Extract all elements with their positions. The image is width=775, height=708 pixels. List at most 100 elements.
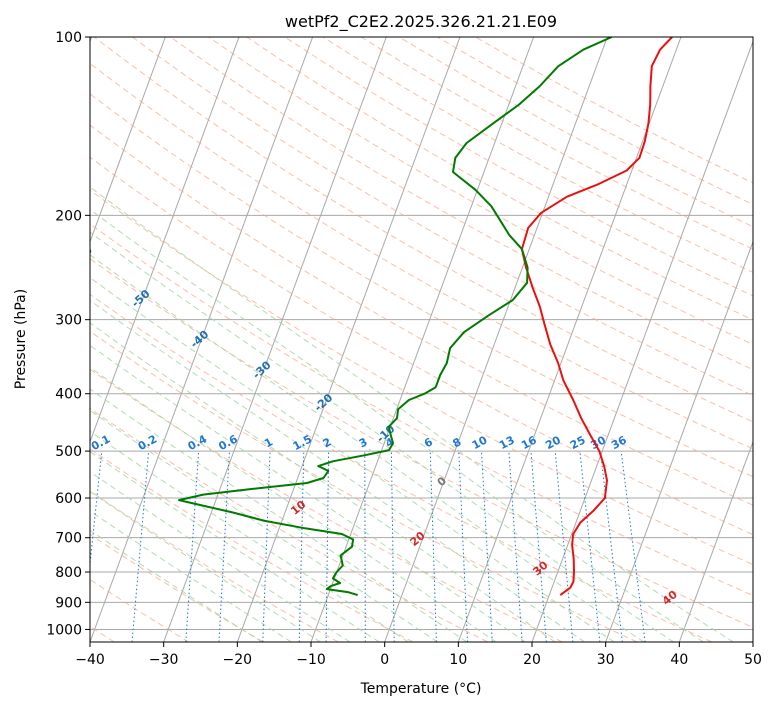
x-tick-label: −40 (75, 652, 105, 668)
mixing-ratio-line (298, 451, 305, 642)
x-tick-label: 20 (523, 652, 541, 668)
moist-adiabat-line (90, 277, 615, 642)
isotherm-line (163, 37, 387, 642)
y-tick-label: 1000 (46, 622, 82, 638)
dry-adiabat-line (90, 258, 753, 628)
isotherm-line (752, 640, 753, 642)
mixing-ratio-label: 2 (321, 435, 334, 450)
chart-title: wetPf2_C2E2.2025.326.21.21.E09 (285, 12, 557, 32)
isotherm-line (90, 37, 240, 444)
mixing-ratio-label: 8 (451, 435, 464, 450)
mixing-ratio-label: 36 (609, 433, 629, 452)
mixing-ratio-label: 3 (357, 435, 370, 450)
y-tick-label: 700 (55, 531, 82, 547)
y-tick-label: 500 (55, 444, 82, 460)
mixing-ratio-label: 1.5 (291, 432, 314, 453)
isotherm-label: -70 (19, 186, 43, 209)
moist-adiabat-line (90, 186, 734, 642)
x-tick-label: 0 (380, 652, 389, 668)
dry-adiabat-line (90, 124, 753, 506)
dry-adiabat-line (93, 37, 753, 423)
plot-frame (89, 36, 754, 643)
mixing-ratio-line (530, 451, 547, 642)
dry-adiabat-line (90, 156, 753, 536)
mixing-ratio-line (325, 451, 330, 642)
isotherm-line (457, 37, 682, 642)
x-tick-label: −30 (149, 652, 179, 668)
dry-adiabat-line (90, 62, 753, 450)
mixing-ratio-label: 6 (422, 435, 435, 450)
mixing-ratio-line (218, 451, 230, 642)
dry-adiabat-line (90, 533, 264, 642)
mixing-ratio-line (390, 451, 395, 642)
moist-adiabat-line (90, 344, 526, 642)
mixing-ratio-line (554, 451, 574, 642)
moist-adiabat-line (90, 208, 704, 642)
isotherm-label: -60 (72, 243, 96, 266)
moist-adiabat-line (90, 430, 409, 642)
dry-adiabat-line (208, 37, 753, 346)
temperature-trace (520, 37, 673, 596)
mixing-ratio-label: 1 (262, 435, 275, 450)
isotherm-label: -50 (129, 287, 153, 310)
mixing-ratio-line (364, 451, 366, 642)
mixing-ratio-line (131, 451, 150, 642)
moist-adiabat-line (90, 388, 468, 642)
isotherm-label: -40 (188, 328, 212, 351)
isotherm-line (90, 37, 314, 642)
isotherm-line (605, 240, 753, 642)
mixing-ratio-line (90, 451, 103, 569)
y-tick-label: 400 (55, 387, 82, 403)
moist-adiabat-line (90, 231, 674, 642)
dry-adiabat-line (398, 37, 753, 228)
dry-adiabat-label: 10 (288, 498, 308, 518)
x-tick-label: 30 (597, 652, 615, 668)
y-tick-label: 100 (55, 30, 82, 46)
mixing-ratio-label: 16 (519, 433, 539, 452)
dry-adiabat-line (90, 368, 563, 642)
isotherm-line (90, 37, 166, 244)
moist-adiabat-line (90, 254, 645, 642)
isotherm-line (531, 40, 753, 642)
mixing-ratio-label: 0.6 (216, 432, 240, 453)
y-tick-label: 600 (55, 491, 82, 507)
mixing-ratio-line (458, 451, 469, 642)
y-tick-label: 800 (55, 565, 82, 581)
dry-adiabat-line (90, 407, 488, 642)
y-tick-label: 200 (55, 208, 82, 224)
dry-adiabat-line (90, 223, 753, 597)
dewpoint-trace (178, 37, 613, 597)
mixing-ratio-label: 0.2 (136, 432, 159, 453)
dry-adiabat-line (90, 189, 753, 566)
moist-adiabat-line (90, 451, 380, 642)
isotherm-label: -20 (312, 391, 336, 414)
isotherm-label: 0 (435, 474, 450, 489)
moist-adiabat-line (90, 529, 263, 642)
x-tick-label: 40 (670, 652, 688, 668)
moist-adiabat-line (90, 471, 351, 642)
y-tick-label: 900 (55, 595, 82, 611)
x-tick-label: 50 (744, 652, 762, 668)
moist-adiabat-line (90, 490, 321, 642)
mixing-ratio-line (262, 451, 271, 642)
mixing-ratio-label: 30 (588, 433, 608, 452)
mixing-ratio-line (620, 451, 646, 642)
moist-adiabat-line (90, 409, 438, 642)
mixing-ratio-label: 20 (543, 433, 563, 452)
isotherm-line (384, 37, 608, 642)
mixing-ratio-label: 13 (497, 433, 517, 452)
mixing-ratio-label: 25 (568, 433, 588, 452)
dry-adiabat-label: 40 (660, 588, 680, 608)
dry-adiabat-label: 30 (530, 558, 550, 578)
mixing-ratio-label: 0.4 (186, 432, 210, 453)
isotherm-line (678, 440, 753, 642)
moist-adiabat-line (90, 322, 556, 642)
y-tick-label: 300 (55, 313, 82, 329)
mixing-ratio-line (599, 451, 623, 642)
isotherm-line (310, 37, 535, 642)
x-axis-label: Temperature (°C) (360, 681, 482, 697)
moist-adiabat-line (90, 299, 585, 642)
dry-adiabat-line (90, 490, 339, 642)
x-tick-label: −10 (296, 652, 326, 668)
